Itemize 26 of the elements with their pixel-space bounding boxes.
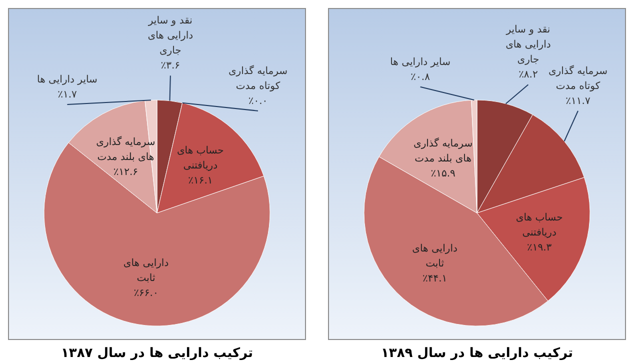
category-label: سرمایه گذاری کوتاه مدت — [228, 66, 288, 92]
data-label: ٪۶۶.۰ — [134, 288, 158, 300]
slice-label: حساب های دریافتنی — [516, 212, 563, 238]
text: ترکیب دارایی ها در سال ۱۳۸۷ — [60, 346, 254, 361]
slice-label: سرمایه گذاری های بلند مدت — [414, 138, 473, 165]
slice-label: دارایی های ثابت — [412, 243, 458, 270]
text: ٪۰.۰ — [248, 96, 268, 107]
data-label: ٪۱۵.۹ — [430, 168, 456, 180]
slice-label: سایر دارایی ها — [390, 56, 451, 68]
slice-label: سایر دارایی ها — [37, 74, 98, 86]
text: ترکیب دارایی ها در سال ۱۳۸۹ — [380, 346, 574, 361]
data-label: ٪۱.۷ — [58, 90, 78, 101]
slice-label: حساب های دریافتنی — [176, 146, 224, 172]
data-label: ٪۸.۲ — [518, 70, 538, 81]
data-label: ٪۱۹.۳ — [527, 242, 552, 254]
slice-label: دارایی های ثابت — [123, 258, 169, 284]
slice-label: سرمایه گذاری کوتاه مدت — [548, 64, 608, 92]
data-label: ٪۱۶.۱ — [188, 176, 213, 187]
slice-label: سرمایه گذاری های بلند مدت — [96, 136, 156, 164]
data-label: ٪۴۴.۱ — [422, 273, 448, 284]
data-label: ٪۱۱.۷ — [566, 96, 591, 107]
data-label: ٪۳.۶ — [160, 60, 180, 72]
slice-label: نقد و سایر دارایی های جاری — [147, 16, 194, 57]
data-label: ٪۰.۸ — [410, 72, 431, 83]
slice-label: نقد و سایر دارایی های جاری — [505, 24, 551, 66]
data-label: ٪۱۲.۶ — [113, 167, 138, 178]
